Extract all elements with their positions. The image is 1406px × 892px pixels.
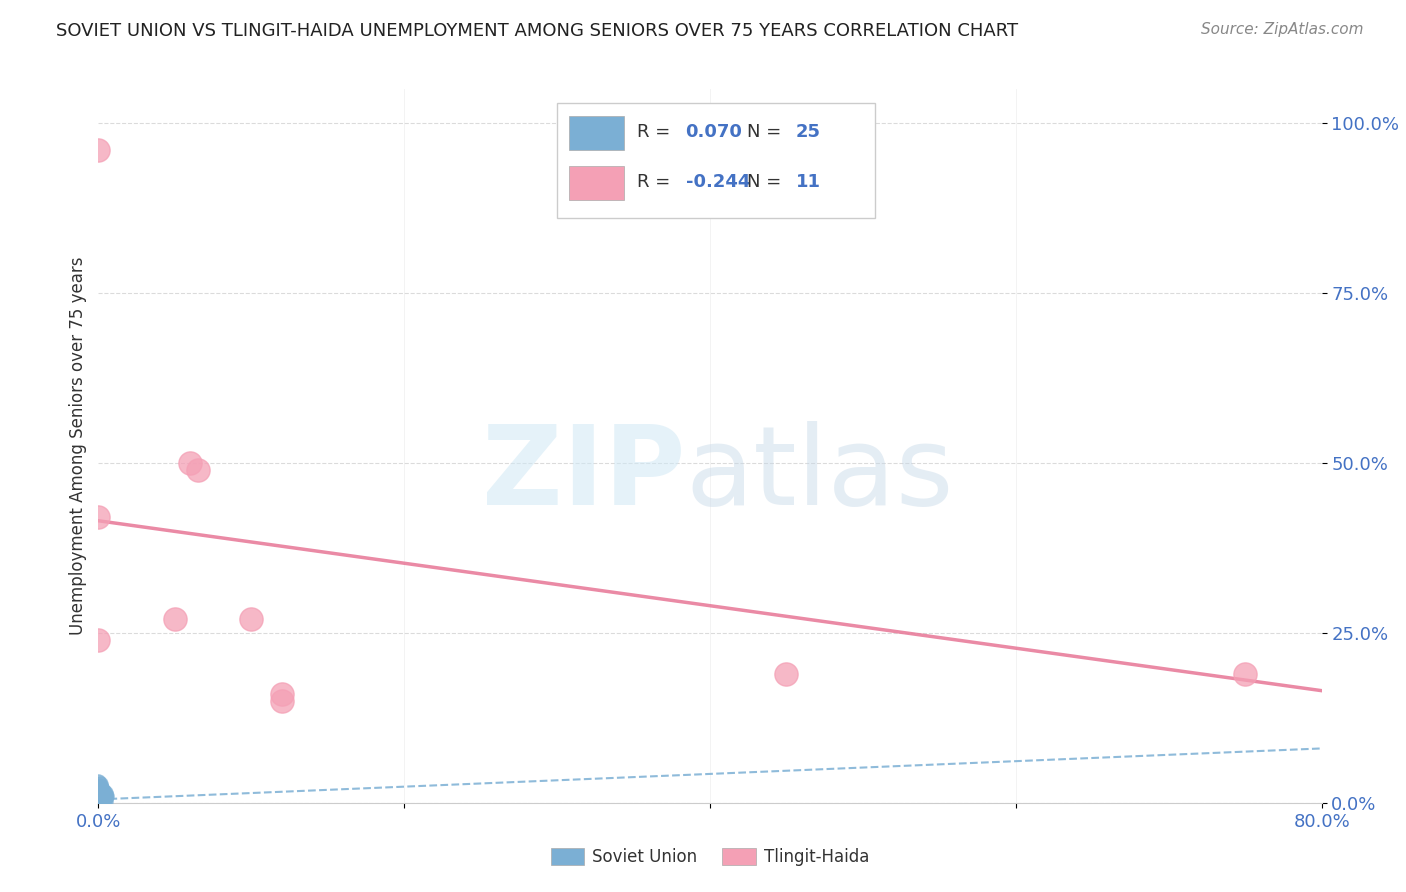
Point: [270, 687, 292, 701]
FancyBboxPatch shape: [569, 166, 624, 200]
Text: atlas: atlas: [686, 421, 955, 528]
Text: 11: 11: [796, 173, 821, 191]
Text: SOVIET UNION VS TLINGIT-HAIDA UNEMPLOYMENT AMONG SENIORS OVER 75 YEARS CORRELATI: SOVIET UNION VS TLINGIT-HAIDA UNEMPLOYME…: [56, 22, 1018, 40]
Point: [91, 796, 114, 810]
Point: [187, 463, 209, 477]
Point: [270, 694, 292, 708]
Point: [94, 789, 117, 803]
Point: [89, 796, 111, 810]
Point: [89, 790, 111, 805]
Text: 0.070: 0.070: [686, 123, 742, 141]
Point: [91, 792, 114, 806]
Point: [87, 144, 110, 158]
Text: N =: N =: [747, 123, 787, 141]
Point: [89, 777, 111, 791]
Point: [87, 796, 110, 810]
Point: [179, 456, 201, 470]
Point: [163, 612, 186, 626]
Text: R =: R =: [637, 173, 676, 191]
Text: N =: N =: [747, 173, 787, 191]
Point: [93, 789, 115, 803]
Point: [89, 779, 111, 793]
Text: Source: ZipAtlas.com: Source: ZipAtlas.com: [1201, 22, 1364, 37]
Point: [87, 780, 110, 795]
Point: [87, 775, 110, 789]
Text: -0.244: -0.244: [686, 173, 749, 191]
Point: [87, 792, 110, 806]
Point: [90, 783, 112, 797]
Point: [91, 788, 114, 802]
Point: [93, 790, 115, 805]
FancyBboxPatch shape: [569, 116, 624, 150]
Point: [87, 786, 110, 800]
FancyBboxPatch shape: [557, 103, 875, 218]
Legend: Soviet Union, Tlingit-Haida: Soviet Union, Tlingit-Haida: [544, 841, 876, 873]
Text: 25: 25: [796, 123, 821, 141]
Point: [90, 780, 112, 795]
Point: [87, 510, 110, 524]
Point: [93, 794, 115, 808]
Point: [90, 796, 112, 810]
Point: [87, 632, 110, 647]
Point: [240, 612, 263, 626]
Point: [91, 786, 114, 800]
Point: [93, 786, 115, 800]
Point: [90, 782, 112, 797]
Point: [89, 783, 111, 797]
Text: R =: R =: [637, 123, 676, 141]
Point: [1234, 666, 1257, 681]
Point: [90, 789, 112, 803]
Point: [91, 783, 114, 797]
Y-axis label: Unemployment Among Seniors over 75 years: Unemployment Among Seniors over 75 years: [69, 257, 87, 635]
Text: ZIP: ZIP: [482, 421, 686, 528]
Point: [775, 666, 797, 681]
